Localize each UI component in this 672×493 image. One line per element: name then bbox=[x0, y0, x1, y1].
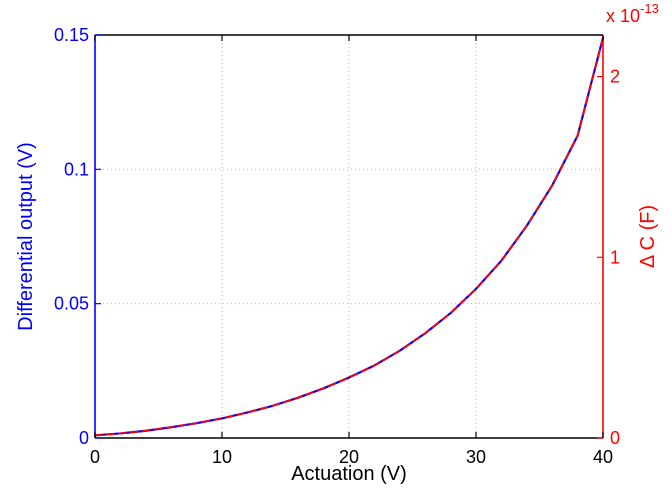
y-right-tick-label: 1 bbox=[610, 247, 620, 267]
right-axis-multiplier-base: x 10 bbox=[606, 6, 640, 26]
y-left-tick-label: 0.15 bbox=[54, 25, 89, 45]
y-left-tick-label: 0 bbox=[79, 428, 89, 448]
delta-c-series-line bbox=[94, 36, 604, 437]
y-left-tick-label: 0.1 bbox=[64, 159, 89, 179]
grid bbox=[95, 35, 603, 438]
series-layer bbox=[93, 36, 605, 437]
left-axis-title: Differential output (V) bbox=[15, 142, 37, 331]
y-right-tick-label: 0 bbox=[610, 428, 620, 448]
x-tick-label: 40 bbox=[593, 447, 613, 467]
right-axis-multiplier-exponent: -13 bbox=[640, 1, 659, 16]
y-left-tick-label: 0.05 bbox=[54, 294, 89, 314]
x-axis-title: Actuation (V) bbox=[291, 463, 407, 485]
right-axis-multiplier: x 10-13 bbox=[606, 1, 659, 26]
y-right-tick-label: 2 bbox=[610, 67, 620, 87]
x-tick-label: 30 bbox=[466, 447, 486, 467]
x-tick-label: 20 bbox=[339, 447, 359, 467]
x-tick-label: 0 bbox=[90, 447, 100, 467]
x-tick-label: 10 bbox=[212, 447, 232, 467]
right-axis-title: Δ C (F) bbox=[637, 205, 659, 268]
